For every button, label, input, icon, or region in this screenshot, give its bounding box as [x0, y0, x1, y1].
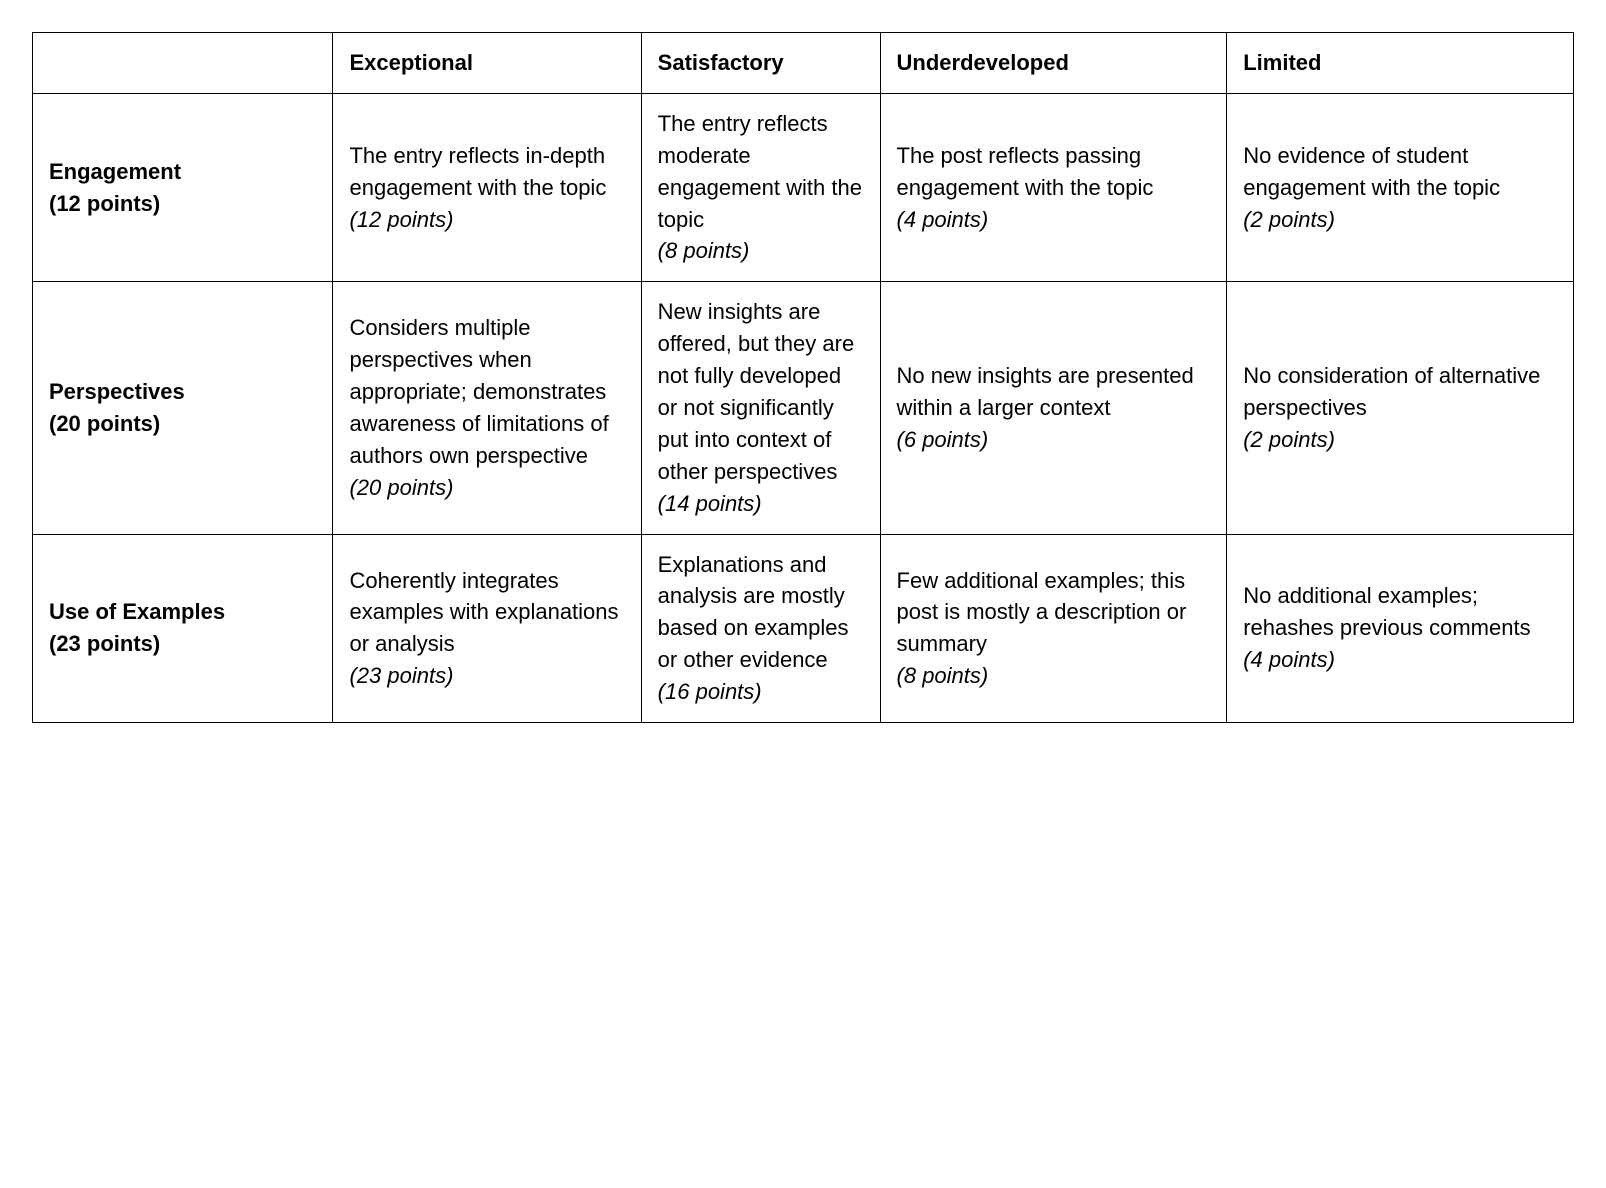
header-satisfactory: Satisfactory	[641, 33, 880, 94]
cell-desc: Coherently integrates examples with expl…	[349, 565, 624, 661]
criterion-points: (20 points)	[49, 408, 316, 440]
criterion-cell: Perspectives (20 points)	[33, 282, 333, 534]
rubric-cell: The entry reflects in-depth engagement w…	[333, 93, 641, 281]
cell-points: (12 points)	[349, 204, 624, 236]
rubric-cell: No new insights are presented within a l…	[880, 282, 1227, 534]
cell-desc: No consideration of alternative perspect…	[1243, 360, 1557, 424]
cell-points: (2 points)	[1243, 204, 1557, 236]
header-row: Exceptional Satisfactory Underdeveloped …	[33, 33, 1574, 94]
rubric-cell: Few additional examples; this post is mo…	[880, 534, 1227, 722]
criterion-cell: Engagement (12 points)	[33, 93, 333, 281]
cell-points: (23 points)	[349, 660, 624, 692]
table-row: Engagement (12 points) The entry reflect…	[33, 93, 1574, 281]
rubric-table: Exceptional Satisfactory Underdeveloped …	[32, 32, 1574, 723]
rubric-cell: The entry reflects moderate engagement w…	[641, 93, 880, 281]
cell-desc: Explanations and analysis are mostly bas…	[658, 549, 864, 677]
table-row: Use of Examples (23 points) Coherently i…	[33, 534, 1574, 722]
cell-points: (4 points)	[1243, 644, 1557, 676]
rubric-cell: The post reflects passing engagement wit…	[880, 93, 1227, 281]
cell-desc: Considers multiple perspectives when app…	[349, 312, 624, 471]
header-blank	[33, 33, 333, 94]
rubric-cell: No consideration of alternative perspect…	[1227, 282, 1574, 534]
cell-desc: The entry reflects in-depth engagement w…	[349, 140, 624, 204]
criterion-points: (23 points)	[49, 628, 316, 660]
cell-points: (4 points)	[897, 204, 1211, 236]
header-underdeveloped: Underdeveloped	[880, 33, 1227, 94]
cell-points: (16 points)	[658, 676, 864, 708]
cell-points: (20 points)	[349, 472, 624, 504]
criterion-cell: Use of Examples (23 points)	[33, 534, 333, 722]
cell-desc: New insights are offered, but they are n…	[658, 296, 864, 487]
header-limited: Limited	[1227, 33, 1574, 94]
header-exceptional: Exceptional	[333, 33, 641, 94]
cell-desc: No additional examples; rehashes previou…	[1243, 580, 1557, 644]
criterion-name: Perspectives	[49, 376, 316, 408]
table-row: Perspectives (20 points) Considers multi…	[33, 282, 1574, 534]
cell-desc: No new insights are presented within a l…	[897, 360, 1211, 424]
cell-points: (8 points)	[658, 235, 864, 267]
cell-points: (6 points)	[897, 424, 1211, 456]
rubric-cell: Explanations and analysis are mostly bas…	[641, 534, 880, 722]
criterion-name: Use of Examples	[49, 596, 316, 628]
cell-points: (2 points)	[1243, 424, 1557, 456]
rubric-cell: New insights are offered, but they are n…	[641, 282, 880, 534]
cell-desc: No evidence of student engagement with t…	[1243, 140, 1557, 204]
cell-points: (14 points)	[658, 488, 864, 520]
rubric-cell: Coherently integrates examples with expl…	[333, 534, 641, 722]
cell-points: (8 points)	[897, 660, 1211, 692]
criterion-points: (12 points)	[49, 188, 316, 220]
criterion-name: Engagement	[49, 156, 316, 188]
rubric-cell: No evidence of student engagement with t…	[1227, 93, 1574, 281]
cell-desc: Few additional examples; this post is mo…	[897, 565, 1211, 661]
cell-desc: The post reflects passing engagement wit…	[897, 140, 1211, 204]
rubric-cell: No additional examples; rehashes previou…	[1227, 534, 1574, 722]
rubric-cell: Considers multiple perspectives when app…	[333, 282, 641, 534]
cell-desc: The entry reflects moderate engagement w…	[658, 108, 864, 236]
